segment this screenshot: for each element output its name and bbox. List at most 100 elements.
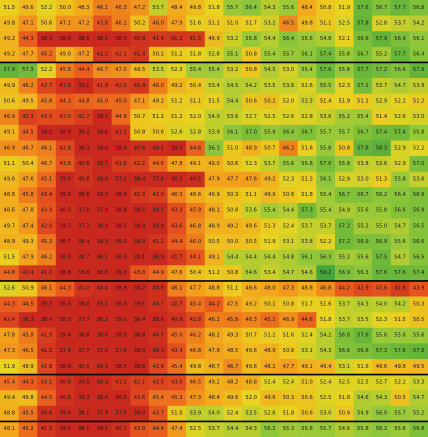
heatmap-cell-label: 52.5	[320, 395, 332, 401]
heatmap-cell	[167, 93, 187, 110]
heatmap-cell	[37, 93, 57, 110]
heatmap-cell-label: 38.0	[134, 411, 146, 417]
heatmap-cell-label: 53.6	[320, 114, 332, 120]
heatmap-cell-label: 49.8	[301, 20, 313, 26]
heatmap-cell	[372, 358, 392, 375]
heatmap-cell	[74, 296, 94, 313]
heatmap-cell	[334, 15, 354, 32]
heatmap-cell-label: 55.8	[357, 426, 369, 432]
heatmap-cell	[279, 109, 299, 126]
heatmap-cell-label: 39.5	[59, 192, 71, 198]
heatmap-cell	[93, 312, 113, 329]
heatmap-cell	[279, 312, 299, 329]
heatmap-cell	[18, 156, 38, 173]
heatmap-cell	[334, 62, 354, 79]
heatmap-cell	[0, 93, 20, 110]
heatmap-cell-label: 53.1	[301, 348, 313, 354]
heatmap-cell	[93, 0, 113, 17]
heatmap-cell-label: 38.3	[22, 317, 34, 323]
heatmap-cell	[148, 280, 168, 297]
heatmap-cell	[18, 109, 38, 126]
heatmap-cell-label: 55.6	[413, 333, 425, 339]
heatmap-cell-label: 57.6	[376, 270, 388, 276]
heatmap-cell	[130, 218, 150, 235]
heatmap-cell	[353, 93, 373, 110]
heatmap-cell-label: 51.8	[190, 52, 202, 58]
heatmap-cell-label: 50.7	[245, 333, 257, 339]
heatmap-cell-label: 38.9	[59, 364, 71, 370]
heatmap-cell	[297, 109, 317, 126]
heatmap-cell	[204, 140, 224, 157]
heatmap-cell-label: 53.4	[208, 83, 220, 89]
heatmap-cell-label: 47.2	[134, 5, 146, 11]
heatmap-cell-label: 40.5	[152, 145, 164, 151]
heatmap-cell	[297, 171, 317, 188]
heatmap-cell-label: 45.0	[97, 98, 109, 104]
heatmap-cell	[167, 296, 187, 313]
heatmap-cell-label: 57.7	[394, 5, 406, 11]
heatmap-cell	[111, 358, 131, 375]
heatmap-cell	[223, 156, 243, 173]
heatmap-cell	[55, 234, 75, 251]
heatmap-cell-label: 49.6	[22, 5, 34, 11]
heatmap-cell-label: 55.7	[394, 411, 406, 417]
heatmap-cell-label: 41.3	[134, 192, 146, 198]
heatmap-cell	[390, 109, 410, 126]
heatmap-cell-label: 52.2	[320, 239, 332, 245]
heatmap-cell	[223, 265, 243, 282]
heatmap-cell	[167, 62, 187, 79]
heatmap-cell	[37, 374, 57, 391]
heatmap-cell-label: 57.0	[413, 161, 425, 167]
heatmap-cell	[316, 405, 336, 422]
heatmap-cell-label: 55.6	[301, 426, 313, 432]
heatmap-cell-label: 39.7	[41, 301, 53, 307]
heatmap-cell-label: 47.1	[22, 20, 34, 26]
heatmap-cell-label: 41.2	[41, 348, 53, 354]
heatmap-cell	[93, 187, 113, 204]
heatmap-cell-label: 38.5	[78, 36, 90, 42]
heatmap-cell	[0, 374, 20, 391]
heatmap-cell	[279, 265, 299, 282]
heatmap-cell	[148, 327, 168, 344]
heatmap-cell-label: 50.5	[208, 239, 220, 245]
heatmap-cell-label: 38.2	[97, 317, 109, 323]
heatmap-cell-label: 50.6	[245, 98, 257, 104]
heatmap-cell-label: 53.2	[227, 67, 239, 73]
heatmap-cell-label: 52.4	[227, 411, 239, 417]
heatmap-cell	[148, 343, 168, 360]
heatmap-cell	[0, 140, 20, 157]
heatmap-cell-label: 52.3	[376, 317, 388, 323]
heatmap-cell	[279, 0, 299, 17]
heatmap-cell-label: 57.3	[301, 208, 313, 214]
heatmap-cell	[204, 249, 224, 266]
heatmap-cell	[297, 124, 317, 141]
heatmap-cell-label: 57.9	[4, 67, 16, 73]
heatmap-cell-label: 54.2	[320, 333, 332, 339]
heatmap-cell	[55, 374, 75, 391]
heatmap-cell-label: 49.2	[4, 52, 16, 58]
heatmap-cell	[241, 265, 261, 282]
heatmap-cell-label: 51.4	[320, 98, 332, 104]
heatmap-cell	[0, 312, 20, 329]
heatmap-cell-label: 45.4	[152, 395, 164, 401]
heatmap-cell	[0, 171, 20, 188]
heatmap-cell-label: 53.2	[227, 36, 239, 42]
heatmap-cell	[93, 327, 113, 344]
heatmap-cell-label: 47.9	[171, 20, 183, 26]
heatmap-cell	[74, 124, 94, 141]
heatmap-cell-label: 53.6	[245, 208, 257, 214]
heatmap-cell	[93, 15, 113, 32]
heatmap-cell	[241, 140, 261, 157]
heatmap-cell-label: 56.4	[283, 130, 295, 136]
heatmap-cell	[241, 358, 261, 375]
heatmap-cell	[260, 312, 280, 329]
heatmap-cell-label: 48.1	[208, 208, 220, 214]
heatmap-cell-label: 55.2	[376, 52, 388, 58]
heatmap-cell	[186, 249, 206, 266]
heatmap-cell-label: 40.7	[152, 333, 164, 339]
heatmap-cell	[37, 249, 57, 266]
heatmap-cell	[353, 405, 373, 422]
heatmap-cell	[186, 327, 206, 344]
heatmap-cell	[148, 78, 168, 95]
heatmap-cell	[0, 31, 20, 48]
